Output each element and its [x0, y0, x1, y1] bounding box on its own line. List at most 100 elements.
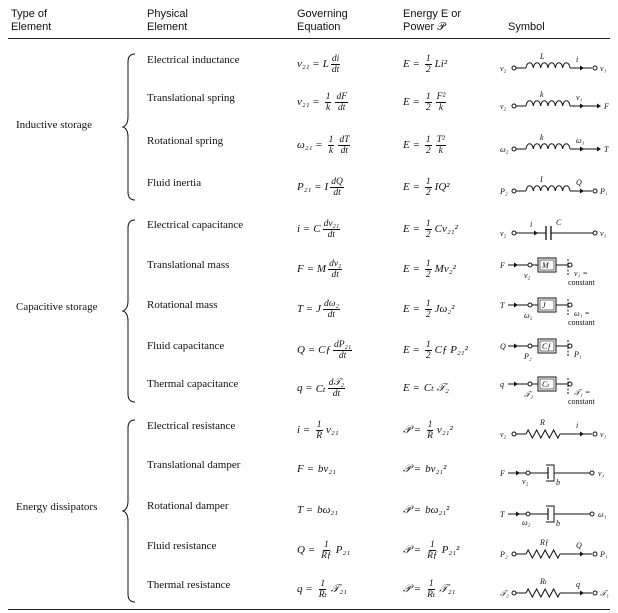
mass-box-label: Cƒ — [542, 342, 551, 351]
equation-lhs: E = — [403, 58, 420, 70]
arrow-head — [534, 230, 538, 236]
terminal-node-left — [511, 230, 517, 236]
governing-equation: Q = Cƒ dP₂₁ dt — [297, 330, 354, 370]
constant-note: constant — [568, 397, 595, 406]
mass-box-label: Cₜ — [542, 380, 549, 389]
header-rule — [8, 38, 610, 39]
fraction-denominator: 2 — [425, 309, 431, 320]
terminal-node-right — [567, 343, 573, 349]
terminal-node-left — [525, 511, 531, 517]
damper-coefficient: b — [556, 478, 560, 487]
symbol-node-variable: v₂ — [522, 477, 529, 486]
header-energy-or-power: Energy E or Power 𝒫 — [403, 8, 462, 33]
fraction: 1 Rƒ — [426, 540, 439, 561]
element-symbol: v₂ k v₁ F — [500, 90, 609, 111]
element-symbol: Tω₂ b ω₁ — [500, 505, 607, 528]
fraction-numerator: 1 — [424, 339, 432, 351]
governing-equation: q = Cₜ d𝒯₂ dt — [297, 368, 347, 408]
equation-term: Li² — [434, 58, 448, 70]
symbol-flow-variable: ω₁ — [576, 136, 585, 145]
arrow-head — [580, 188, 584, 194]
terminal-node-right — [589, 511, 595, 517]
equation-lhs: F = — [297, 263, 314, 275]
energy-expression: E = 1 2 Mv₂² — [403, 249, 456, 289]
fraction-numerator: F² — [435, 91, 447, 103]
equation-term: Cₜ 𝒯₂ — [423, 382, 449, 394]
equation-term: Cv₂₁² — [434, 223, 458, 235]
fraction: d𝒯₂ dt — [327, 377, 346, 399]
terminal-node-right — [592, 65, 598, 71]
terminal-node-right — [567, 302, 573, 308]
symbol-right-variable: ω₁ — [598, 510, 607, 519]
equation-term: bω₂₁² — [425, 504, 450, 516]
fraction: dω₂ dt — [322, 299, 340, 320]
terminal-node-left — [511, 65, 517, 71]
fraction-numerator: di — [330, 53, 341, 65]
equation-lhs: i = — [297, 223, 311, 235]
fraction-denominator: dt — [340, 145, 349, 156]
fraction-denominator: dt — [332, 388, 341, 399]
header-physical-element: Physical Element — [147, 8, 188, 33]
arrow-head — [514, 302, 518, 308]
fraction: di dt — [330, 53, 341, 75]
terminal-node-left — [527, 343, 533, 349]
equation-lhs: q = — [297, 583, 313, 595]
equation-term: IQ² — [434, 181, 450, 193]
fraction-numerator: 1 — [424, 258, 432, 270]
energy-expression: 𝒫 = bω₂₁² — [403, 490, 449, 530]
fraction-numerator: 1 — [315, 419, 323, 431]
symbol-right-variable: v₁ = — [574, 269, 588, 278]
fraction-numerator: d𝒯₂ — [327, 377, 346, 389]
fraction: dv₂₁ dt — [322, 219, 341, 240]
symbol-left-variable: 𝒯₂ — [500, 589, 509, 598]
terminal-node-right — [592, 551, 598, 557]
symbol-node-variable: 𝒯₂ — [524, 390, 533, 399]
element-symbol: F Mv₂ v₁ =constant — [499, 257, 595, 287]
equation-lhs: P₂₁ = — [297, 181, 322, 193]
spring-coil — [525, 100, 571, 107]
symbol-right-variable: P₁ — [599, 187, 608, 196]
brace-capacitive-storage — [122, 219, 136, 403]
symbol-left-variable: P₂ — [499, 550, 508, 559]
fraction-numerator: 1 — [426, 419, 434, 431]
arrow-head — [514, 262, 518, 268]
governing-equation: T = bω₂₁ — [297, 490, 338, 530]
equation-lhs: T = — [297, 504, 314, 516]
governing-equation: q = 1 Rₜ 𝒯₂₁ — [297, 569, 347, 609]
fraction-denominator: R — [316, 430, 323, 441]
element-symbol: T Jω₂ ω₁ =constant — [500, 297, 595, 327]
spring-coil — [525, 62, 571, 69]
element-symbol: 𝒯₂ Rₜ q 𝒯₁ — [500, 577, 609, 599]
fraction-numerator: 1 — [323, 539, 330, 551]
governing-equation: F = bv₂₁ — [297, 449, 336, 489]
fraction: 1 Rƒ — [320, 540, 333, 561]
equation-lhs: E = — [403, 96, 420, 108]
physical-element: Electrical capacitance — [147, 219, 244, 231]
fraction-denominator: Rƒ — [427, 550, 438, 561]
symbol-flow-variable: i — [530, 220, 532, 229]
equation-lhs: v₂₁ = — [297, 58, 320, 70]
fraction-denominator: dt — [333, 187, 341, 198]
equation-coefficient: Cƒ — [318, 344, 331, 356]
symbol-right-variable: 𝒯₁ — [600, 589, 609, 598]
element-symbol: v₂ L i v₁ — [500, 52, 607, 73]
constant-note: constant — [568, 278, 595, 287]
arrow-head — [597, 146, 601, 152]
symbol-left-variable: v₂ — [500, 229, 507, 238]
equation-lhs: 𝒫 = — [403, 423, 422, 436]
equation-term: P₂₁ — [335, 544, 351, 556]
equation-term: v₂₁² — [436, 424, 453, 436]
fraction-denominator: dt — [331, 269, 339, 280]
fraction-denominator: 2 — [425, 102, 431, 113]
fraction-denominator: 2 — [425, 145, 431, 156]
fraction-denominator: dt — [338, 102, 346, 113]
physical-element: Electrical inductance — [147, 54, 240, 66]
fraction-denominator: k — [438, 145, 443, 156]
